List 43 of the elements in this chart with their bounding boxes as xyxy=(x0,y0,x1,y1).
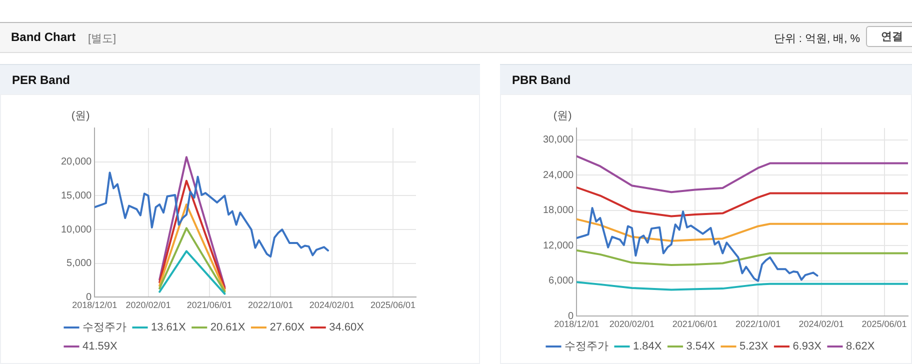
legend-label: 27.60X xyxy=(270,322,306,334)
legend-label: 34.60X xyxy=(329,322,365,334)
legend-label: 6.93X xyxy=(792,340,822,353)
x-tick-label: 2020/02/01 xyxy=(126,300,171,310)
legend-label: 수정주가 xyxy=(82,322,126,334)
x-tick-label: 2021/06/01 xyxy=(186,300,232,310)
text: Band Chart xyxy=(11,30,76,44)
x-tick-label: 2025/06/01 xyxy=(862,319,907,330)
y-tick-label: 30,000 xyxy=(542,134,574,146)
x-tick-label: 2022/10/01 xyxy=(736,319,781,330)
legend-label: 3.54X xyxy=(686,340,716,353)
y-tick-label: 10,000 xyxy=(60,224,92,236)
text: 연결 xyxy=(866,26,912,47)
legend-label: 8.62X xyxy=(846,340,876,353)
x-tick-label: 2020/02/01 xyxy=(609,319,654,330)
y-tick-label: 12,000 xyxy=(542,240,574,252)
x-tick-label: 2018/12/01 xyxy=(72,300,118,310)
x-tick-label: 2025/06/01 xyxy=(370,300,416,310)
x-tick-label: 2021/06/01 xyxy=(672,319,718,330)
y-tick-label: 6,000 xyxy=(548,276,574,287)
y-tick-label: 0 xyxy=(568,310,574,322)
x-tick-label: 2024/02/01 xyxy=(798,319,844,330)
x-tick-label: 2022/10/01 xyxy=(248,300,294,310)
chart-title: PBR Band xyxy=(500,64,912,94)
x-tick-label: 2024/02/01 xyxy=(309,300,354,310)
text: [별도] xyxy=(88,32,116,46)
y-axis-title: (원) xyxy=(553,110,572,122)
y-tick-label: 24,000 xyxy=(542,170,574,181)
y-tick-label: 15,000 xyxy=(60,190,92,202)
y-tick-label: 0 xyxy=(86,292,92,303)
legend-label: 수정주가 xyxy=(564,340,608,353)
y-tick-label: 20,000 xyxy=(60,156,92,168)
legend-label: 5.23X xyxy=(739,340,769,353)
y-tick-label: 18,000 xyxy=(542,205,574,216)
y-tick-label: 5,000 xyxy=(66,258,92,270)
legend-label: 13.61X xyxy=(151,322,187,334)
text: 단위 : 억원, 배, % xyxy=(774,32,860,46)
y-axis-title: (원) xyxy=(71,110,90,122)
chart-title: PER Band xyxy=(0,64,480,94)
legend-label: 41.59X xyxy=(82,340,118,353)
legend-label: 1.84X xyxy=(633,340,662,353)
legend-label: 20.61X xyxy=(210,322,246,334)
x-tick-label: 2018/12/01 xyxy=(554,319,600,330)
